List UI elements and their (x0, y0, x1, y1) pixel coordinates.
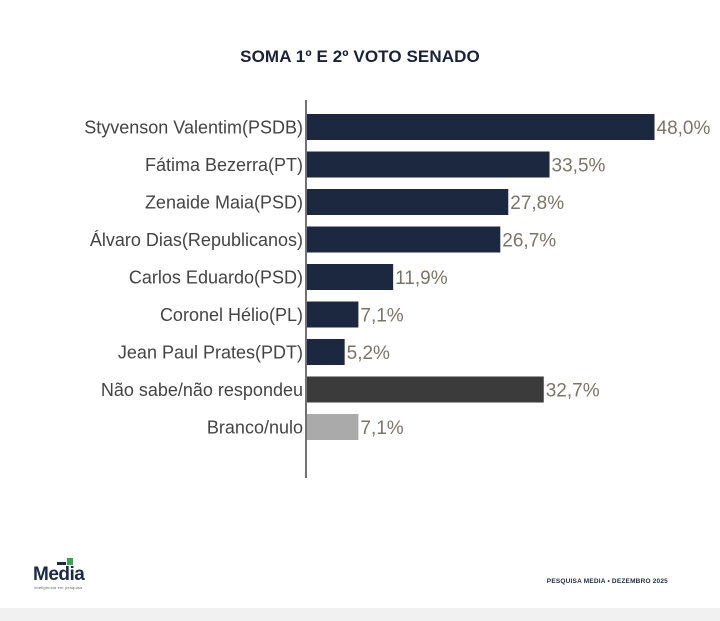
category-label: Carlos Eduardo(PSD) (129, 268, 303, 288)
bar (307, 151, 550, 178)
bar (307, 414, 359, 440)
footer-source: PESQUISA MEDIA • DEZEMBRO 2025 (546, 578, 668, 585)
media-logo: Media inteligência em pesquisa (33, 556, 103, 590)
value-label: 32,7% (546, 381, 600, 402)
chart-title: SOMA 1º E 2º VOTO SENADO (240, 47, 480, 66)
value-label: 48,0% (657, 118, 711, 139)
value-label: 11,9% (395, 268, 448, 289)
bar (307, 339, 345, 365)
value-label: 33,5% (552, 156, 606, 177)
value-label: 5,2% (347, 343, 390, 364)
category-label: Álvaro Dias(Republicanos) (90, 230, 303, 250)
bar (307, 114, 655, 140)
value-label: 27,8% (510, 193, 564, 214)
bottom-strip (0, 608, 720, 621)
category-label: Zenaide Maia(PSD) (145, 193, 303, 213)
bar (307, 264, 394, 290)
bar (307, 301, 359, 328)
logo-wordmark: Media (33, 564, 85, 585)
logo-mark-icon (57, 558, 73, 565)
bar (307, 226, 501, 253)
category-label: Jean Paul Prates(PDT) (118, 343, 303, 363)
category-label: Não sabe/não respondeu (101, 380, 303, 400)
value-label: 26,7% (502, 231, 556, 252)
logo-tagline: inteligência em pesquisa (34, 585, 83, 590)
category-label: Fátima Bezerra(PT) (145, 155, 303, 175)
value-label: 7,1% (360, 418, 403, 439)
category-label: Branco/nulo (207, 418, 303, 438)
category-label: Styvenson Valentim(PSDB) (84, 118, 303, 138)
value-label: 7,1% (360, 306, 403, 327)
bar (307, 376, 544, 403)
category-label: Coronel Hélio(PL) (160, 305, 303, 325)
bar (307, 189, 509, 215)
